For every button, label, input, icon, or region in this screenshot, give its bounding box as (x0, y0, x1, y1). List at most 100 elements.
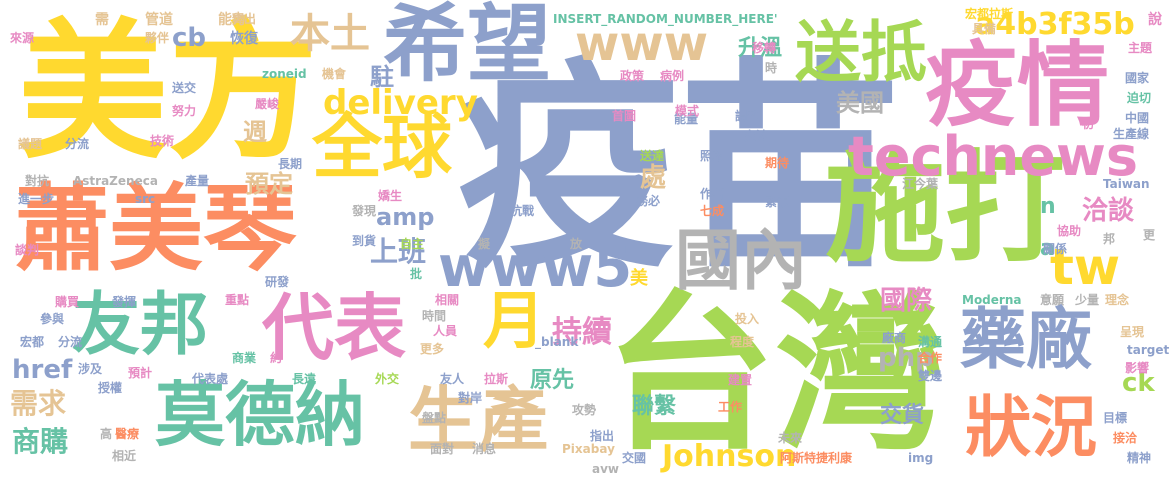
word-cloud-term: 拉斯 (484, 372, 509, 386)
word-cloud-term: 人員 (433, 324, 458, 338)
word-cloud-term: img (908, 451, 934, 465)
word-cloud-term: www (575, 16, 709, 72)
word-cloud-term: 醫療 (115, 427, 140, 441)
word-cloud-term: 投入 (735, 312, 760, 326)
word-cloud-term: 處 (640, 163, 667, 193)
word-cloud-term: 外交 (375, 372, 400, 386)
word-cloud-term: 釋出 (232, 12, 257, 26)
word-cloud-term: 廠商 (882, 331, 907, 345)
word-cloud-term: 進一步 (18, 192, 55, 206)
word-cloud-term: 交貨 (880, 403, 925, 428)
word-cloud-term: 關係 (1043, 242, 1068, 256)
word-cloud-term: 自主 (400, 237, 425, 251)
word-cloud-term: 接洽 (1113, 431, 1138, 445)
word-cloud-term: 代表 (262, 286, 407, 370)
word-cloud-term: 說 (1148, 12, 1162, 28)
word-cloud-term: php (878, 343, 934, 373)
word-cloud-term: 分流 (58, 335, 83, 349)
word-cloud-term: 升溫 (738, 36, 783, 61)
word-cloud-term: 首圖 (612, 109, 637, 123)
word-cloud-term: 研發 (265, 275, 290, 289)
word-cloud-term: 發現 (352, 204, 377, 218)
word-cloud-term: 代表處 (192, 372, 229, 386)
word-cloud-term: 台灣 (605, 276, 946, 474)
word-cloud-term: Taiwan (1103, 177, 1150, 191)
word-cloud-term: 本土 (290, 11, 370, 57)
word-cloud-term: 協助 (1057, 224, 1082, 238)
word-cloud-term: 駐 (370, 63, 394, 91)
word-cloud-term: www5 (438, 235, 633, 300)
word-cloud-term: target (1127, 343, 1170, 357)
word-cloud-term: 務必 (636, 194, 661, 208)
word-cloud-term: n (1040, 194, 1056, 219)
word-cloud-term: 商購 (12, 425, 69, 458)
word-cloud-term: 精神 (1127, 451, 1152, 465)
word-cloud-term: 相關 (435, 293, 460, 307)
word-cloud-term: 談判 (15, 243, 40, 257)
word-cloud-term: 重點 (225, 293, 250, 307)
word-cloud-term: 美方 (18, 6, 319, 180)
word-cloud-term: 夥伴 (145, 31, 170, 45)
word-cloud-term: 送達 (640, 149, 665, 163)
word-cloud-term: 長期 (278, 157, 303, 171)
word-cloud-term: 呈現 (1120, 325, 1145, 339)
word-cloud-term: amp (376, 203, 435, 231)
word-cloud-term: 合作 (918, 351, 943, 365)
word-cloud-term: 美 (630, 268, 648, 289)
word-cloud-term: 時間 (422, 309, 447, 323)
word-cloud-term: 管道 (145, 12, 173, 28)
word-cloud-term: 具備 (972, 22, 997, 36)
word-cloud-term: 宏都 (20, 335, 45, 349)
word-cloud-term: 病例 (660, 69, 685, 83)
word-cloud-term: 批 (410, 267, 423, 281)
word-cloud-term: 持續 (552, 315, 612, 350)
word-cloud-term: 涉及 (78, 362, 103, 376)
word-cloud-term: 目標 (1103, 411, 1128, 425)
word-cloud-term: 時 (765, 61, 778, 75)
word-cloud-term: 交涉 (744, 129, 769, 143)
word-cloud-term: 到貨 (352, 234, 377, 248)
word-cloud-term: 移轉 (752, 41, 777, 55)
word-cloud-term: 攻勢 (572, 403, 597, 417)
word-cloud-term: 議題 (18, 137, 43, 151)
word-cloud-term: 莫德納 (155, 374, 365, 456)
word-cloud-term: 溝通 (918, 335, 943, 349)
word-cloud-term: 疫苗 (457, 40, 901, 298)
word-cloud-term: 參與 (40, 312, 65, 326)
word-cloud-term: 政策 (620, 69, 645, 83)
word-cloud-term: 更多 (420, 342, 445, 356)
word-cloud-term: 建置 (728, 373, 753, 387)
word-cloud-term: 照顧 (700, 149, 725, 163)
word-cloud-term: Pixabay (562, 442, 615, 456)
word-cloud-term: 全球 (312, 106, 452, 188)
word-cloud-term: 購買 (55, 295, 80, 309)
word-cloud-term: 送交 (172, 81, 197, 95)
word-cloud-term: 疫情 (925, 32, 1110, 139)
word-cloud-term: 原先 (530, 368, 575, 393)
word-cloud-term: 程度 (730, 335, 755, 349)
word-cloud-term: 需求 (10, 387, 67, 420)
word-cloud-term: 意願 (1040, 293, 1065, 307)
word-cloud-term: 盤點 (422, 411, 447, 425)
word-cloud-term: 影響 (1125, 361, 1150, 375)
word-cloud-term: 阿斯特捷利康 (780, 451, 853, 465)
word-cloud-term: 國內 (675, 222, 807, 299)
word-cloud-term: 雙邊 (918, 369, 943, 383)
word-cloud-term: 放 (570, 237, 583, 251)
word-cloud-term: 期待 (765, 156, 790, 170)
word-cloud-term: 月 (483, 284, 546, 357)
word-cloud-term: 國際 (880, 286, 933, 316)
word-cloud-term: 對抗 (25, 174, 50, 188)
word-cloud-term: 抗戰 (510, 204, 535, 218)
word-cloud-term: avw (592, 462, 620, 476)
word-cloud-term: cb (172, 23, 207, 53)
word-cloud-term: 少量 (1075, 293, 1100, 307)
word-cloud-term: 嚴峻 (255, 97, 280, 111)
word-cloud-term: 理念 (1105, 293, 1130, 307)
word-cloud-term: tw (1050, 238, 1121, 296)
word-cloud-term: 預計 (128, 366, 153, 380)
word-cloud-term: 相近 (112, 449, 137, 463)
word-cloud-term: 能力 (218, 12, 246, 28)
word-cloud-term: 洽談 (1082, 196, 1135, 226)
